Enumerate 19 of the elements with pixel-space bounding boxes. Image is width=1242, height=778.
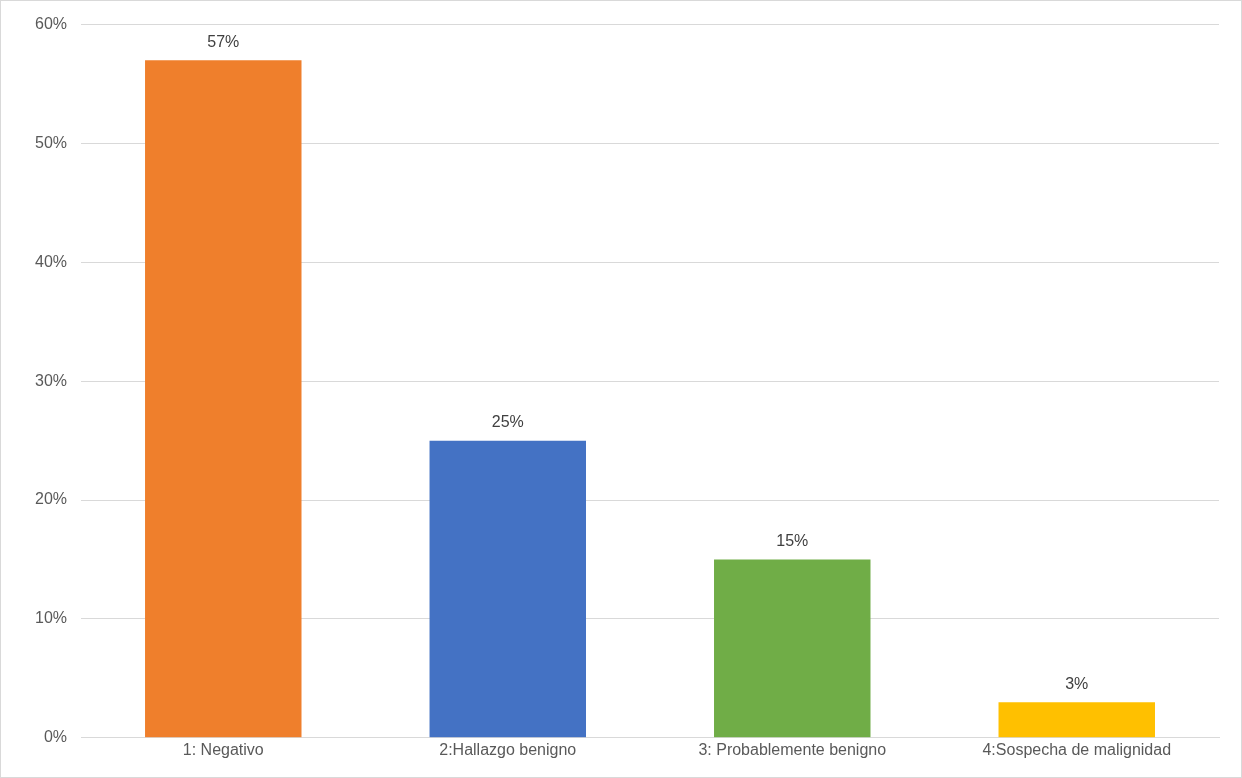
y-tick-label: 30% <box>34 371 68 389</box>
y-tick-label: 20% <box>34 490 68 508</box>
x-tick-label: 1: Negativo <box>182 740 264 758</box>
y-tick-label: 0% <box>43 728 68 746</box>
data-label: 15% <box>776 531 809 549</box>
bar <box>998 702 1155 738</box>
x-tick-label: 3: Probablemente benigno <box>698 740 887 758</box>
y-tick-label: 10% <box>34 609 68 627</box>
data-label: 57% <box>207 32 240 50</box>
bar <box>429 440 586 738</box>
y-tick-label: 40% <box>34 252 68 270</box>
y-tick-label: 60% <box>34 15 68 33</box>
x-tick-label: 4:Sospecha de malignidad <box>982 740 1172 758</box>
data-label: 25% <box>491 413 524 431</box>
y-tick-label: 50% <box>34 133 68 151</box>
x-tick-label: 2:Hallazgo benigno <box>439 740 577 758</box>
data-label: 3% <box>1065 674 1089 692</box>
bar <box>714 559 871 738</box>
bar <box>145 60 302 738</box>
